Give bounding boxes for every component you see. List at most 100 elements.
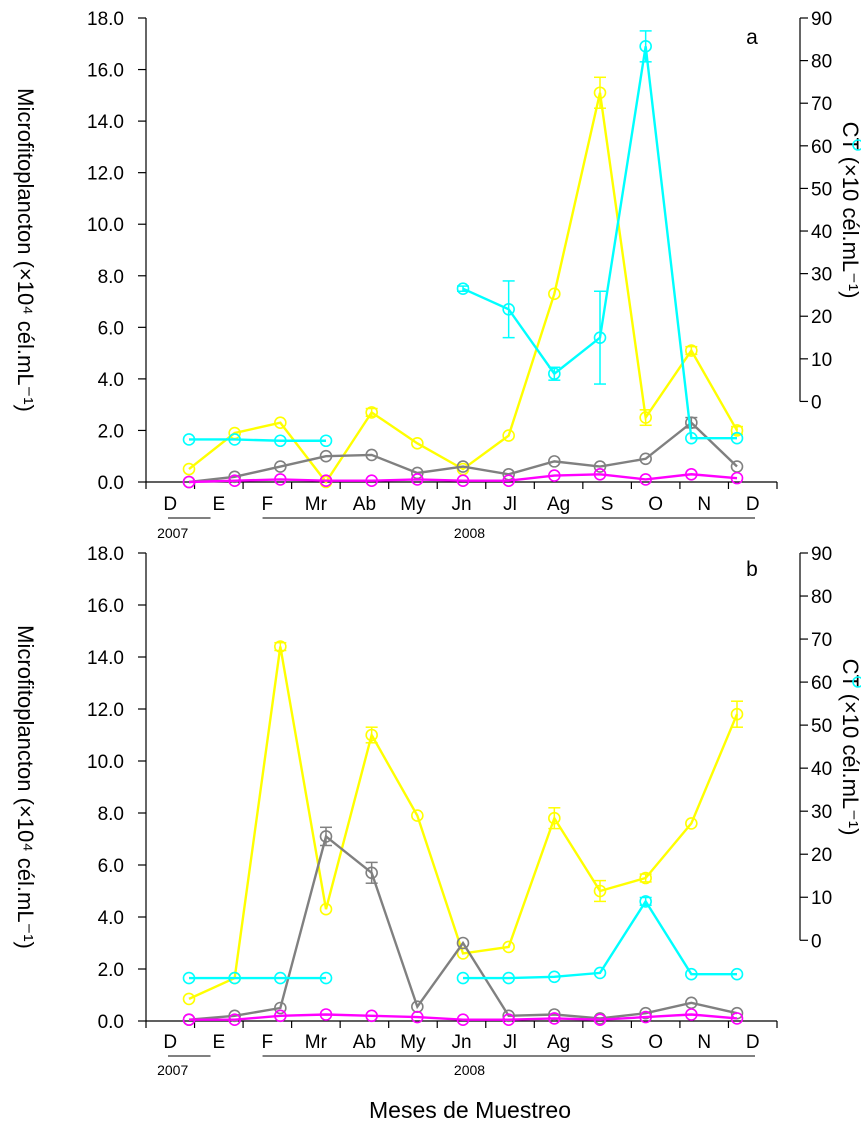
data-point — [365, 448, 378, 462]
data-point — [319, 830, 333, 843]
data-point — [319, 971, 333, 985]
left-tick-label: 8.0 — [98, 804, 124, 825]
left-tick-label: 14.0 — [87, 648, 124, 669]
data-point — [274, 1009, 287, 1023]
panel-label: b — [746, 558, 758, 581]
data-point — [456, 1013, 470, 1027]
data-point — [182, 475, 196, 489]
month-label: My — [400, 1032, 426, 1053]
month-label: S — [601, 1032, 614, 1053]
data-point — [228, 474, 241, 488]
month-label: Mr — [305, 494, 328, 515]
data-point — [548, 970, 561, 984]
left-tick-label: 12.0 — [87, 700, 124, 721]
data-point — [319, 474, 333, 488]
data-point — [548, 367, 561, 381]
right-tick-label: 80 — [811, 52, 832, 73]
left-axis-title: Microfitoplancton (×10⁴ cél.mL⁻¹) — [13, 88, 38, 412]
legend-marker-cyan — [852, 676, 861, 688]
data-point — [639, 871, 652, 885]
data-point — [548, 455, 561, 468]
data-point — [593, 86, 607, 100]
series-line — [188, 421, 738, 484]
month-label: D — [163, 494, 177, 515]
month-label: O — [648, 1032, 663, 1053]
right-tick-label: 30 — [811, 802, 832, 823]
series-line — [189, 438, 326, 442]
left-tick-label: 14.0 — [87, 112, 124, 133]
right-axis-title: CT (×10 cél.mL⁻¹) — [838, 659, 861, 836]
left-tick-label: 10.0 — [87, 215, 124, 236]
left-tick-label: 18.0 — [87, 544, 124, 565]
data-point — [365, 474, 378, 488]
year-label: 2008 — [454, 525, 485, 541]
data-point — [365, 1009, 378, 1023]
right-tick-label: 50 — [811, 716, 832, 737]
right-tick-label: 90 — [811, 9, 832, 30]
month-label: My — [400, 494, 426, 515]
right-tick-label: 90 — [811, 544, 832, 565]
left-tick-label: 2.0 — [98, 421, 124, 442]
left-tick-label: 8.0 — [98, 267, 124, 288]
data-point — [456, 282, 470, 295]
right-tick-label: 10 — [811, 888, 832, 909]
data-point — [228, 1013, 241, 1027]
right-tick-label: 60 — [811, 137, 832, 158]
series-line — [463, 899, 737, 980]
left-tick-label: 6.0 — [98, 856, 124, 877]
data-point — [548, 1012, 561, 1025]
data-point — [228, 971, 241, 985]
data-point — [730, 424, 744, 437]
data-point — [319, 1008, 333, 1021]
month-label: D — [746, 1032, 760, 1053]
data-point — [274, 640, 287, 653]
data-point — [502, 1009, 515, 1023]
chart-panel-b: 0.0 2.0 4.0 6.0 8.0 10.0 12.0 14.0 16.0 18.0 D E F Mr… — [13, 544, 861, 1078]
right-tick-label: 40 — [811, 222, 832, 243]
data-point — [593, 331, 607, 344]
month-label: O — [648, 494, 663, 515]
data-point — [365, 728, 378, 742]
month-label: Mr — [305, 1032, 328, 1053]
x-axis-label: Meses de Muestreo — [369, 1097, 571, 1123]
data-point — [502, 971, 515, 985]
data-point — [182, 971, 196, 985]
right-tick-label: 70 — [811, 630, 832, 651]
data-point — [593, 460, 607, 473]
month-label: Ag — [547, 1032, 570, 1053]
data-point — [319, 449, 333, 463]
month-label: F — [262, 494, 274, 515]
month-label: Jl — [503, 1032, 517, 1053]
right-tick-label: 30 — [811, 265, 832, 286]
data-point — [456, 936, 470, 950]
left-tick-label: 6.0 — [98, 318, 124, 339]
right-tick-label: 50 — [811, 179, 832, 200]
data-point — [365, 866, 378, 880]
data-point — [730, 967, 744, 981]
data-point — [685, 1008, 698, 1021]
data-point — [502, 1013, 515, 1027]
data-point — [182, 433, 196, 446]
left-tick-label: 0.0 — [98, 1012, 124, 1033]
right-tick-label: 0 — [811, 931, 822, 952]
year-label: 2007 — [157, 525, 188, 541]
data-point — [639, 473, 652, 486]
left-tick-label: 0.0 — [98, 473, 124, 494]
data-point — [639, 40, 652, 53]
left-tick-label: 16.0 — [87, 596, 124, 617]
month-label: Jl — [503, 494, 517, 515]
data-point — [548, 1008, 561, 1021]
left-tick-label: 12.0 — [87, 164, 124, 185]
data-point — [411, 1010, 424, 1024]
left-tick-label: 18.0 — [87, 9, 124, 30]
data-point — [274, 971, 287, 985]
data-point — [319, 902, 333, 916]
series-line — [188, 473, 738, 484]
data-point — [639, 452, 652, 466]
month-label: D — [746, 494, 760, 515]
data-point — [274, 434, 287, 448]
right-tick-label: 60 — [811, 673, 832, 694]
data-point — [548, 469, 561, 482]
right-tick-label: 20 — [811, 307, 832, 328]
